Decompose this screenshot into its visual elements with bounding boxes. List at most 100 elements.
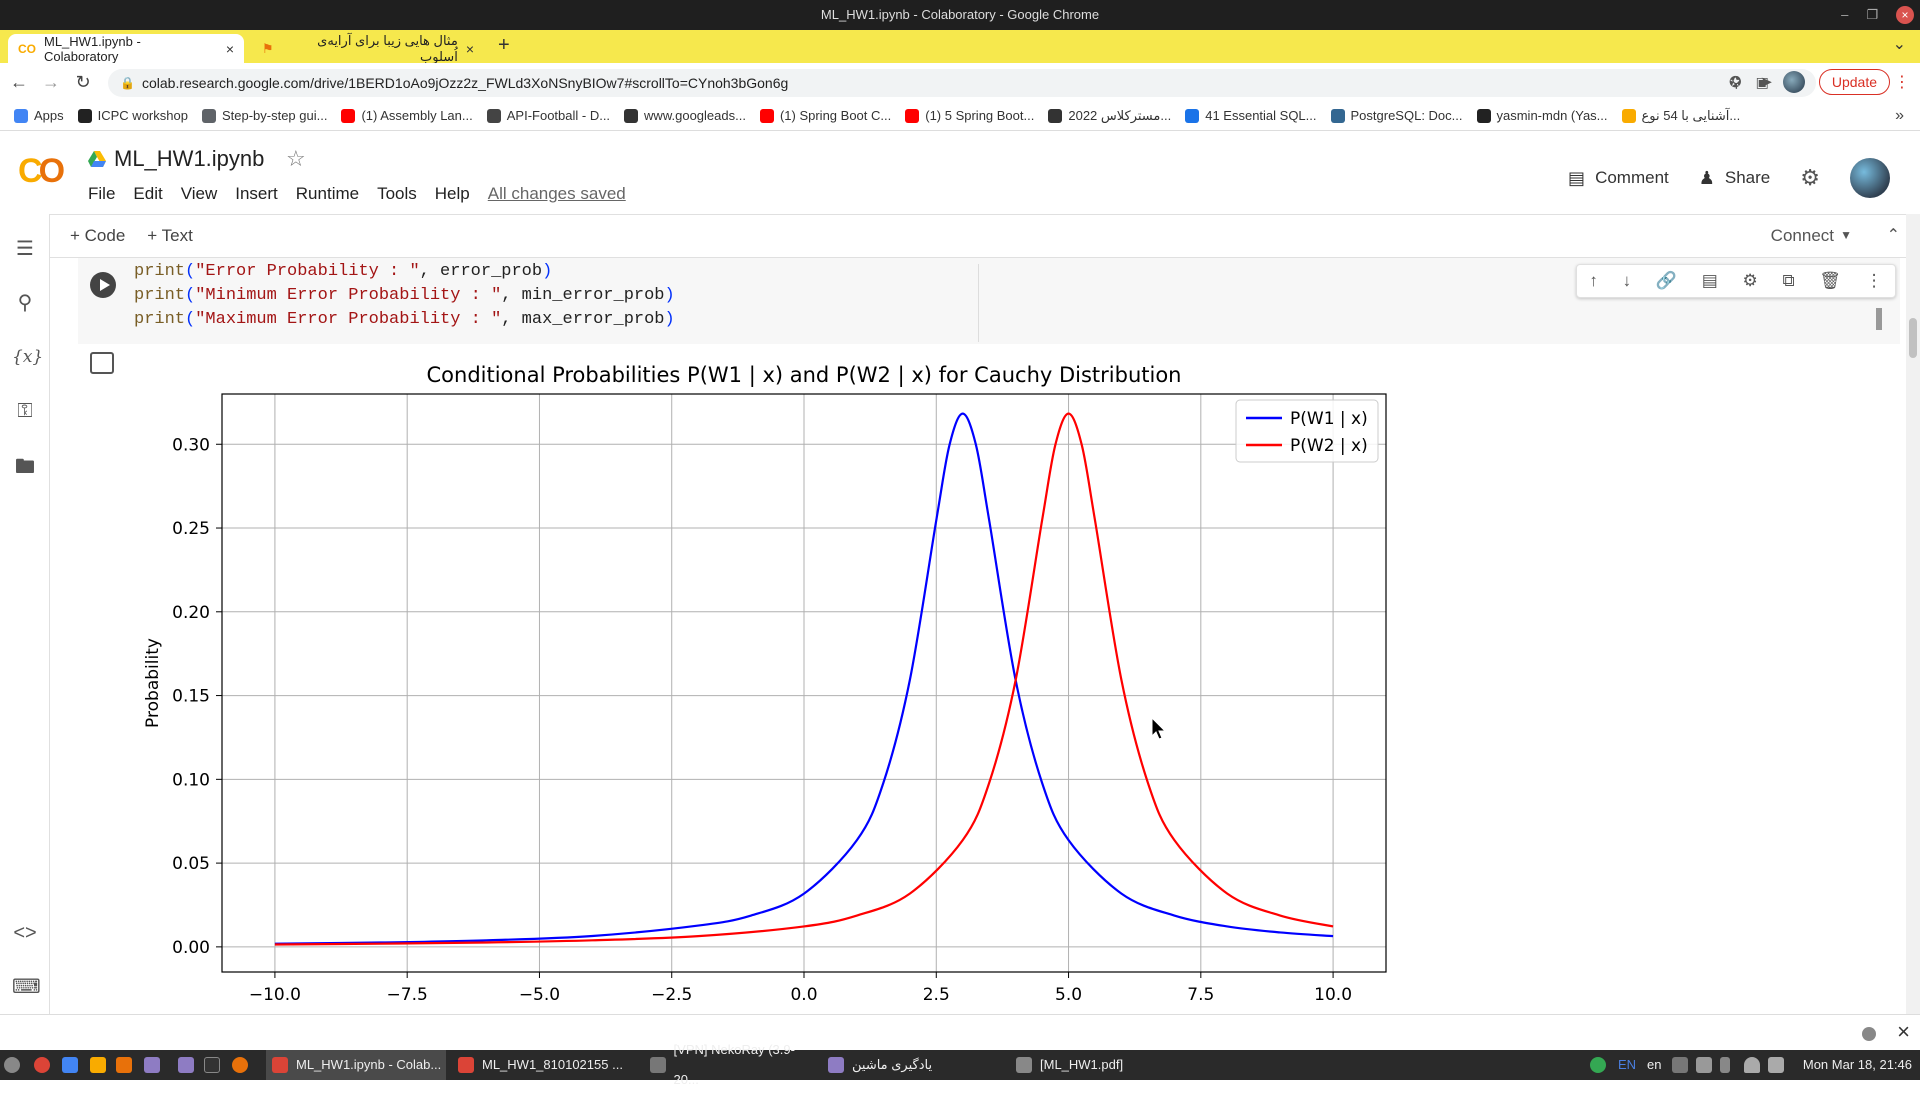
app-launcher-icon[interactable] [116, 1050, 132, 1080]
more-bookmarks-icon[interactable]: » [1895, 106, 1904, 124]
translate-launcher-icon[interactable] [62, 1050, 78, 1080]
wifi-tray-icon[interactable] [1744, 1057, 1760, 1073]
bookmark-item[interactable]: PostgreSQL: Doc... [1330, 108, 1463, 123]
connect-dropdown-icon[interactable]: ▼ [1840, 228, 1852, 242]
tab-search-chevron-icon[interactable]: ⌄ [1892, 36, 1906, 53]
code-line[interactable]: print("Minimum Error Probability : ", mi… [134, 284, 675, 308]
battery-tray-icon[interactable] [1720, 1057, 1730, 1073]
link-icon[interactable]: 🔗 [1655, 271, 1677, 290]
forward-icon[interactable]: → [42, 71, 60, 92]
code-line[interactable]: print("Maximum Error Probability : ", ma… [134, 308, 675, 332]
add-text-button[interactable]: + Text [147, 226, 193, 245]
send-icon[interactable]: ➤ [1759, 74, 1773, 91]
new-tab-button[interactable]: + [498, 34, 510, 56]
share-button[interactable]: ♟ Share [1699, 168, 1771, 189]
page-scrollbar[interactable] [1906, 214, 1920, 1014]
tab-close-icon[interactable]: × [225, 40, 234, 57]
move-up-icon[interactable]: ↑ [1589, 271, 1598, 290]
app2-launcher-icon[interactable] [232, 1050, 248, 1080]
menu-runtime[interactable]: Runtime [295, 184, 360, 203]
comment-button[interactable]: ▤ Comment [1568, 168, 1669, 189]
taskbar-window-item[interactable]: [VPN] NekoRay (3.9-20... [644, 1042, 816, 1087]
collapse-header-icon[interactable]: ⌃ [1886, 227, 1900, 244]
star-icon[interactable]: ☆ [286, 146, 306, 171]
bookmark-item[interactable]: آشنایی با 54 نوع... [1621, 108, 1740, 124]
table-of-contents-icon[interactable]: ☰ [16, 238, 34, 260]
editor-scrollbar[interactable] [1876, 308, 1882, 330]
update-button[interactable]: Update [1818, 69, 1890, 95]
check-tray-icon[interactable] [1590, 1057, 1606, 1073]
files-launcher-icon[interactable] [178, 1050, 194, 1080]
bookmark-item[interactable]: (1) Spring Boot C... [759, 108, 891, 123]
output-actions-icon[interactable] [90, 352, 114, 374]
comment-cell-icon[interactable]: ▤ [1701, 271, 1718, 290]
taskbar-window-item[interactable]: ML_HW1.ipynb - Colab... [266, 1050, 446, 1080]
bookmark-item[interactable]: (1) 5 Spring Boot... [905, 108, 1034, 123]
run-cell-button[interactable] [90, 272, 116, 298]
code-editor[interactable]: print("Error Probability : ", error_prob… [134, 260, 675, 332]
bookmark-item[interactable]: www.googleads... [624, 108, 746, 123]
profile-avatar[interactable] [1782, 71, 1805, 93]
mirror-cell-icon[interactable]: ⧉ [1782, 271, 1795, 290]
bookmark-item[interactable]: 41 Essential SQL... [1185, 108, 1317, 123]
zoom-icon[interactable]: ⚲ [1730, 74, 1742, 91]
menu-file[interactable]: File [88, 184, 116, 203]
terminal-icon[interactable]: ⌨ [12, 976, 41, 998]
menu-view[interactable]: View [180, 184, 218, 203]
tab-colab[interactable]: CO ML_HW1.ipynb - Colaboratory × [8, 34, 244, 64]
add-code-button[interactable]: + Code [70, 226, 126, 245]
extensions-icon[interactable]: ✪ [1729, 74, 1742, 91]
search-icon[interactable]: ⚲ [17, 292, 33, 314]
bookmark-item[interactable]: (1) Assembly Lan... [341, 108, 473, 123]
taskbar-window-item[interactable]: ML_HW1_810102155 ... [452, 1050, 638, 1080]
save-status[interactable]: All changes saved [487, 184, 626, 203]
gear-icon[interactable]: ⚙ [1800, 165, 1820, 190]
tab-article[interactable]: ⚑ مثال هایی زیبا برای آرایه‌ی اُسلوب × [252, 33, 484, 64]
screen-tray-icon[interactable] [1672, 1057, 1688, 1073]
bookmark-item[interactable]: API-Football - D... [486, 108, 610, 123]
notebook-title[interactable]: ML_HW1.ipynb [88, 146, 264, 172]
code-cell[interactable]: print("Error Probability : ", error_prob… [78, 258, 1900, 344]
colab-logo[interactable]: CO [18, 152, 65, 190]
page-scrollbar-thumb[interactable] [1909, 318, 1917, 358]
move-down-icon[interactable]: ↓ [1622, 271, 1632, 290]
editor-launcher-icon[interactable] [144, 1050, 160, 1080]
chrome-launcher-icon[interactable] [34, 1050, 50, 1080]
code-snippets-icon[interactable]: <> [13, 922, 37, 944]
tab-close-icon[interactable]: × [465, 40, 474, 57]
connect-button[interactable]: Connect [1770, 226, 1834, 245]
menu-help[interactable]: Help [434, 184, 470, 203]
menu-insert[interactable]: Insert [235, 184, 278, 203]
more-menu-icon[interactable]: ⋮ [1894, 74, 1910, 91]
back-icon[interactable]: ← [10, 71, 28, 92]
side-panel-icon[interactable]: ▣ [1755, 73, 1769, 90]
launcher-icon[interactable] [4, 1050, 20, 1080]
reload-icon[interactable]: ↻ [75, 71, 91, 92]
bookmark-item[interactable]: ICPC workshop [77, 108, 188, 123]
account-avatar[interactable] [1850, 158, 1890, 198]
bookmark-item[interactable]: مسترکلاس 2022... [1048, 108, 1171, 124]
taskbar-window-item[interactable]: [ML_HW1.pdf] [1010, 1050, 1160, 1080]
minimize-icon[interactable]: – [1841, 7, 1849, 22]
code-line[interactable]: print("Error Probability : ", error_prob… [134, 260, 675, 284]
settings-icon[interactable]: ⚙ [1742, 271, 1758, 290]
bookmark-item[interactable]: yasmin-mdn (Yas... [1476, 108, 1608, 123]
menu-tools[interactable]: Tools [377, 184, 417, 203]
menu-edit[interactable]: Edit [133, 184, 163, 203]
maximize-icon[interactable]: ❐ [1866, 7, 1878, 22]
taskbar-window-item[interactable]: یادگیری ماشین [822, 1050, 1004, 1080]
notes-launcher-icon[interactable] [90, 1050, 106, 1080]
address-bar[interactable]: 🔒 colab.research.google.com/drive/1BERD1… [108, 69, 1816, 97]
folder-icon[interactable]: 🖿 [15, 456, 35, 478]
close-panel-icon[interactable]: × [1897, 1019, 1910, 1044]
lang-indicator[interactable]: EN [1618, 1057, 1637, 1072]
delete-icon[interactable]: 🗑 [1819, 271, 1841, 290]
terminal-launcher-icon[interactable] [204, 1050, 220, 1080]
key-icon[interactable]: ⚿ [17, 400, 33, 422]
bookmark-item[interactable]: Step-by-step gui... [201, 108, 327, 123]
variables-icon[interactable]: {x} [12, 347, 44, 367]
locale-indicator[interactable]: en [1647, 1057, 1662, 1072]
close-window-icon[interactable]: × [1896, 6, 1914, 24]
volume-tray-icon[interactable] [1768, 1057, 1784, 1073]
bookmark-item[interactable]: Apps [14, 108, 64, 123]
